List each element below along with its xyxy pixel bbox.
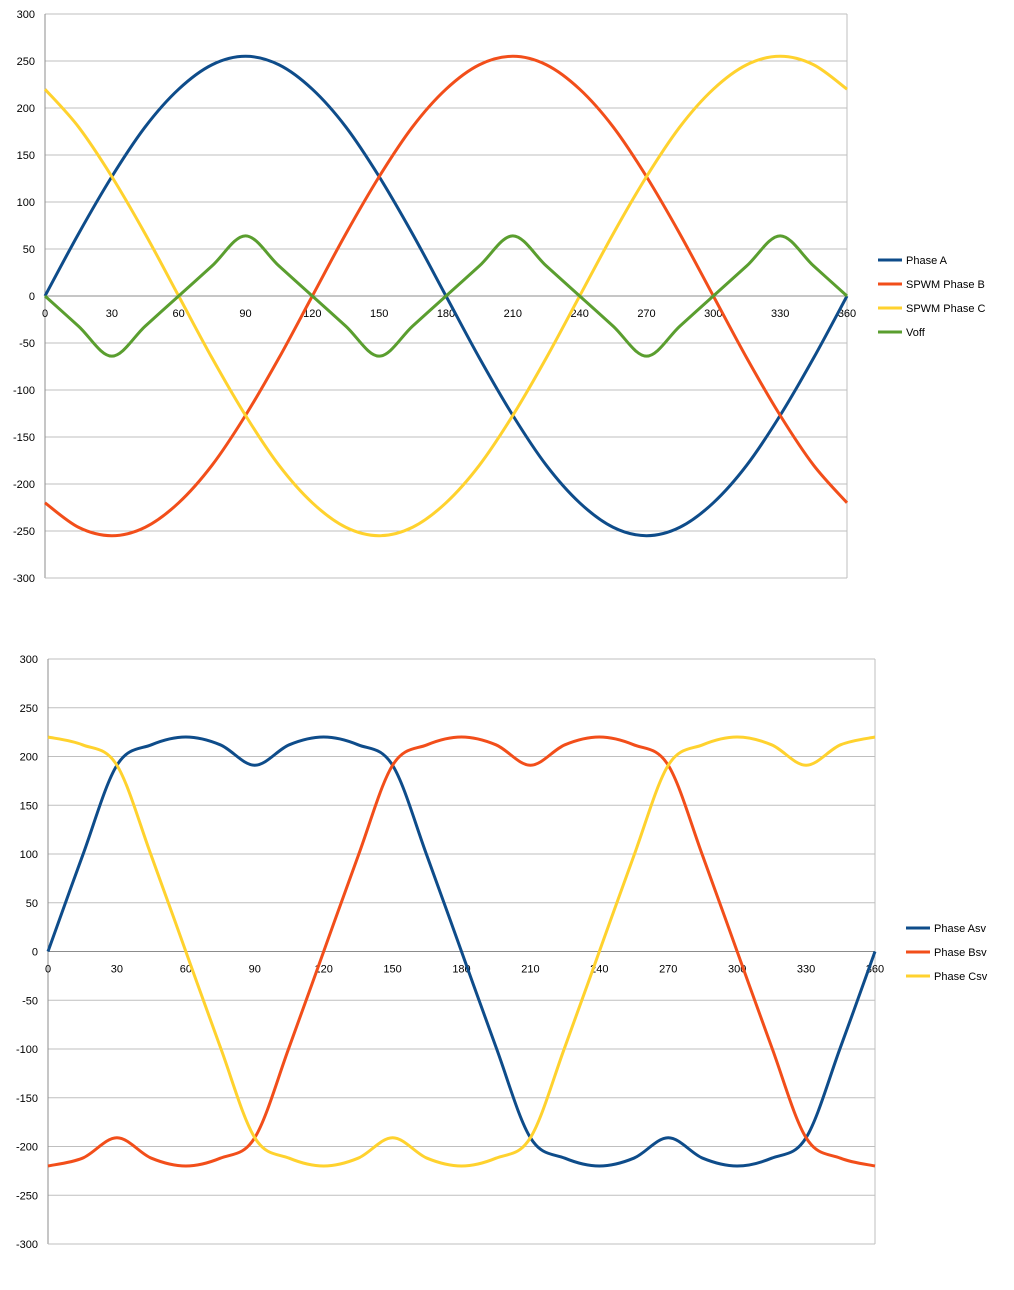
x-tick-label: 60 — [173, 308, 185, 320]
legend-label-phase-a: Phase A — [906, 255, 948, 267]
y-tick-label: -300 — [13, 573, 35, 585]
x-tick-label: 0 — [42, 308, 48, 320]
y-tick-label: 300 — [17, 9, 35, 21]
legend-label-voff: Voff — [906, 327, 926, 339]
x-tick-label: 330 — [771, 308, 789, 320]
series-line-phase-csv — [47, 735, 876, 1168]
series-line-voff — [43, 234, 849, 358]
x-tick-label: 60 — [180, 964, 192, 976]
y-tick-label: 200 — [17, 103, 35, 115]
x-tick-label: 300 — [704, 308, 722, 320]
y-tick-label: 150 — [20, 800, 38, 812]
x-tick-label: 150 — [383, 964, 401, 976]
y-tick-label: -300 — [16, 1239, 38, 1251]
x-tick-label: 90 — [249, 964, 261, 976]
y-tick-label: 100 — [20, 849, 38, 861]
legend-label-phase-csv: Phase Csv — [934, 971, 988, 983]
x-tick-label: 240 — [570, 308, 588, 320]
y-tick-label: -200 — [13, 479, 35, 491]
y-tick-label: 250 — [20, 703, 38, 715]
chart-space-vector-phases: 300250200150100500-50-100-150-200-250-30… — [16, 654, 988, 1251]
y-tick-label: -50 — [19, 338, 35, 350]
y-tick-label: 200 — [20, 752, 38, 764]
y-tick-label: -250 — [16, 1190, 38, 1202]
y-tick-label: 150 — [17, 150, 35, 162]
series-line-phase-asv — [46, 735, 877, 1168]
y-tick-label: 100 — [17, 197, 35, 209]
y-tick-label: 300 — [20, 654, 38, 666]
y-tick-label: -100 — [13, 385, 35, 397]
y-tick-label: 0 — [32, 947, 38, 959]
legend-label-phase-bsv: Phase Bsv — [934, 947, 987, 959]
x-tick-label: 30 — [106, 308, 118, 320]
legend-label-spwm-phase-c: SPWM Phase C — [906, 303, 986, 315]
y-tick-label: -200 — [16, 1142, 38, 1154]
x-tick-label: 210 — [504, 308, 522, 320]
x-tick-label: 150 — [370, 308, 388, 320]
y-tick-label: -250 — [13, 526, 35, 538]
x-tick-label: 360 — [838, 308, 856, 320]
legend-label-phase-asv: Phase Asv — [934, 923, 986, 935]
x-tick-label: 0 — [45, 964, 51, 976]
x-tick-label: 210 — [521, 964, 539, 976]
y-tick-label: 0 — [29, 291, 35, 303]
y-tick-label: 250 — [17, 56, 35, 68]
x-tick-label: 120 — [303, 308, 321, 320]
x-tick-label: 180 — [437, 308, 455, 320]
x-tick-label: 270 — [637, 308, 655, 320]
y-tick-label: -50 — [22, 995, 38, 1007]
x-tick-label: 330 — [797, 964, 815, 976]
x-tick-label: 270 — [659, 964, 677, 976]
chart-spwm-phases: 300250200150100500-50-100-150-200-250-30… — [13, 9, 986, 585]
y-tick-label: -150 — [16, 1093, 38, 1105]
y-tick-label: -150 — [13, 432, 35, 444]
y-tick-label: 50 — [23, 244, 35, 256]
y-tick-label: -100 — [16, 1044, 38, 1056]
series-line-phase-bsv — [47, 735, 876, 1168]
x-tick-label: 30 — [111, 964, 123, 976]
y-tick-label: 50 — [26, 898, 38, 910]
legend-label-spwm-phase-b: SPWM Phase B — [906, 279, 985, 291]
x-tick-label: 90 — [239, 308, 251, 320]
